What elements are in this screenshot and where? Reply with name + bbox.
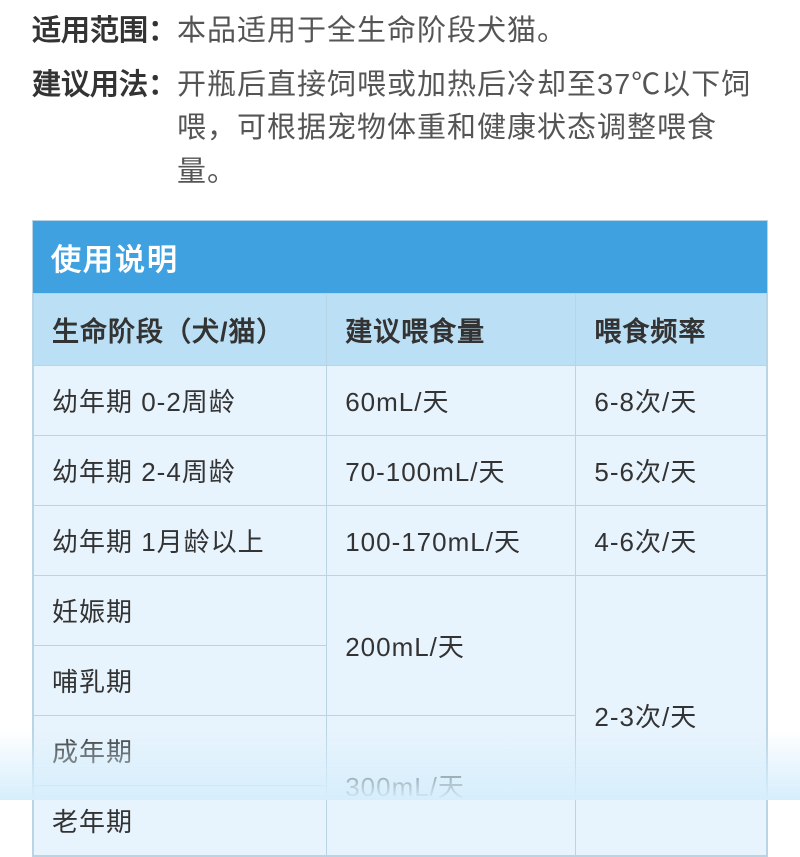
cell-amount: 200mL/天 <box>327 576 576 716</box>
cell-freq: 2-3次/天 <box>576 576 767 856</box>
usage-label: 建议用法 <box>32 64 177 195</box>
cell-amount: 300mL/天 <box>327 716 576 856</box>
cell-stage: 妊娠期 <box>34 576 327 646</box>
cell-stage: 幼年期 0-2周龄 <box>34 366 327 436</box>
table-row: 幼年期 2-4周龄 70-100mL/天 5-6次/天 <box>34 436 767 506</box>
cell-stage: 幼年期 1月龄以上 <box>34 506 327 576</box>
cell-freq: 4-6次/天 <box>576 506 767 576</box>
cell-stage: 幼年期 2-4周龄 <box>34 436 327 506</box>
cell-amount: 100-170mL/天 <box>327 506 576 576</box>
col-stage: 生命阶段（犬/猫） <box>34 294 327 366</box>
cell-stage: 成年期 <box>34 716 327 786</box>
usage-section: 建议用法 开瓶后直接饲喂或加热后冷却至37℃以下饲喂，可根据宠物体重和健康状态调… <box>0 54 800 195</box>
table-row: 妊娠期 200mL/天 2-3次/天 <box>34 576 767 646</box>
usage-text: 开瓶后直接饲喂或加热后冷却至37℃以下饲喂，可根据宠物体重和健康状态调整喂食量。 <box>177 64 768 195</box>
col-amount: 建议喂食量 <box>327 294 576 366</box>
cell-amount: 60mL/天 <box>327 366 576 436</box>
scope-label: 适用范围 <box>32 10 177 54</box>
cell-freq: 6-8次/天 <box>576 366 767 436</box>
table-row: 幼年期 1月龄以上 100-170mL/天 4-6次/天 <box>34 506 767 576</box>
scope-text: 本品适用于全生命阶段犬猫。 <box>177 10 567 54</box>
instructions-table: 使用说明 生命阶段（犬/猫） 建议喂食量 喂食频率 幼年期 0-2周龄 60mL… <box>32 220 768 857</box>
cell-freq: 5-6次/天 <box>576 436 767 506</box>
table-row: 幼年期 0-2周龄 60mL/天 6-8次/天 <box>34 366 767 436</box>
cell-stage: 哺乳期 <box>34 646 327 716</box>
table-header-row: 生命阶段（犬/猫） 建议喂食量 喂食频率 <box>34 294 767 366</box>
scope-section: 适用范围 本品适用于全生命阶段犬猫。 <box>0 0 800 54</box>
table-title: 使用说明 <box>33 221 767 293</box>
feeding-table: 生命阶段（犬/猫） 建议喂食量 喂食频率 幼年期 0-2周龄 60mL/天 6-… <box>33 293 767 856</box>
col-freq: 喂食频率 <box>576 294 767 366</box>
cell-stage: 老年期 <box>34 786 327 856</box>
cell-amount: 70-100mL/天 <box>327 436 576 506</box>
